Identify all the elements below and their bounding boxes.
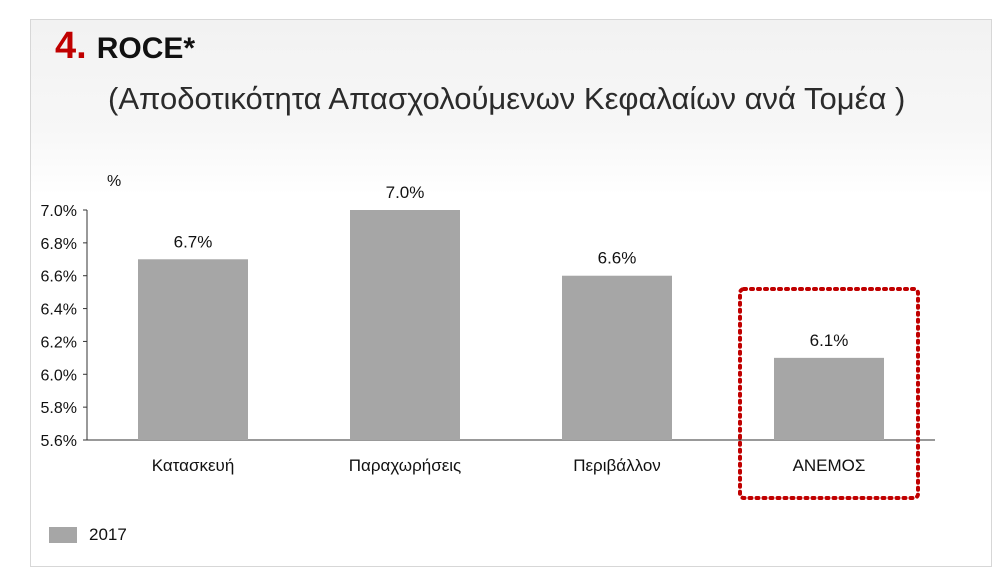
y-tick-label: 6.2%	[41, 334, 77, 351]
y-tick-label: 7.0%	[41, 203, 77, 220]
legend-label: 2017	[89, 525, 127, 544]
chart-title: ROCE*	[96, 32, 196, 65]
bar-chart: % 5.6% 5.8% 6.0% 6.2% 6.4% 6.6% 6.8% 7.0% 6.7% Κατ…	[41, 173, 935, 500]
highlight-box	[738, 287, 920, 500]
title-block: 4. ROCE*	[55, 26, 195, 69]
bar-1	[138, 259, 248, 440]
y-tick-label: 6.4%	[41, 302, 77, 319]
y-tick-label: 5.6%	[41, 433, 77, 450]
y-axis-unit-label: %	[107, 173, 121, 190]
data-label: 7.0%	[386, 183, 425, 202]
bar-2	[350, 210, 460, 440]
data-label: 6.7%	[174, 232, 213, 251]
bar-3	[562, 275, 672, 440]
data-label: 6.6%	[598, 249, 637, 268]
x-category-label: ΑΝΕΜΟΣ	[793, 456, 866, 475]
y-tick-label: 6.8%	[41, 236, 77, 253]
y-tick-label: 6.6%	[41, 269, 77, 286]
x-category-label: Κατασκευή	[152, 456, 235, 475]
legend-swatch	[49, 527, 77, 543]
section-number: 4.	[55, 25, 87, 67]
bar-4	[774, 357, 884, 440]
y-tick-label: 5.8%	[41, 400, 77, 417]
legend: 2017	[49, 525, 127, 545]
data-label: 6.1%	[810, 331, 849, 350]
x-category-label: Παραχωρήσεις	[349, 456, 462, 475]
x-category-label: Περιβάλλον	[573, 456, 661, 475]
y-tick-label: 6.0%	[41, 367, 77, 384]
slide-frame: 4. ROCE* (Αποδοτικότητα Απασχολούμενων Κ…	[30, 19, 992, 567]
chart-subtitle: (Αποδοτικότητα Απασχολούμενων Κεφαλαίων …	[108, 81, 906, 116]
